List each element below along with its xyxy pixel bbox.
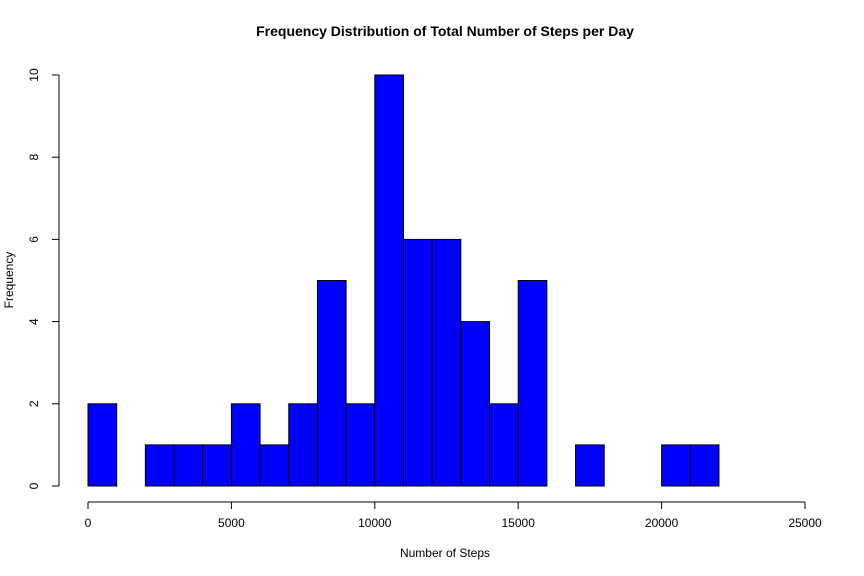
y-tick-label: 10: [27, 68, 41, 82]
histogram-bar: [489, 403, 519, 487]
chart-title: Frequency Distribution of Total Number o…: [256, 23, 634, 39]
x-axis: 0 5000 10000 15000 20000 25000: [85, 501, 822, 530]
bars-group: [87, 74, 720, 487]
x-axis-label: Number of Steps: [400, 546, 490, 560]
y-tick-label: 6: [27, 236, 41, 243]
histogram-bar: [575, 444, 605, 487]
y-tick-label: 2: [27, 400, 41, 407]
histogram-bar: [431, 238, 462, 487]
y-axis-label: Frequency: [2, 252, 16, 309]
histogram-bar: [230, 403, 261, 487]
histogram-bar: [173, 444, 204, 487]
histogram-bar: [345, 403, 376, 487]
y-axis: 0 2 4 6 8 10: [27, 68, 60, 489]
histogram-bar: [288, 403, 318, 487]
y-tick-label: 4: [27, 318, 41, 325]
y-tick-label: 0: [27, 482, 41, 489]
histogram-bar: [316, 280, 347, 487]
x-tick-label: 5000: [218, 516, 245, 530]
x-tick-label: 20000: [645, 516, 679, 530]
x-tick-label: 15000: [502, 516, 536, 530]
histogram-bar: [460, 321, 491, 487]
histogram-bar: [259, 444, 290, 487]
x-tick-label: 0: [85, 516, 92, 530]
histogram-bar: [402, 238, 433, 487]
histogram-bar: [144, 444, 175, 487]
y-tick-label: 8: [27, 154, 41, 161]
x-tick-label: 25000: [788, 516, 822, 530]
histogram-bar: [661, 444, 691, 487]
histogram-bar: [517, 280, 548, 487]
histogram-bar: [689, 444, 720, 487]
histogram-bar: [374, 74, 404, 487]
x-tick-label: 10000: [358, 516, 392, 530]
histogram-bar: [202, 444, 232, 487]
histogram-bar: [87, 403, 118, 487]
